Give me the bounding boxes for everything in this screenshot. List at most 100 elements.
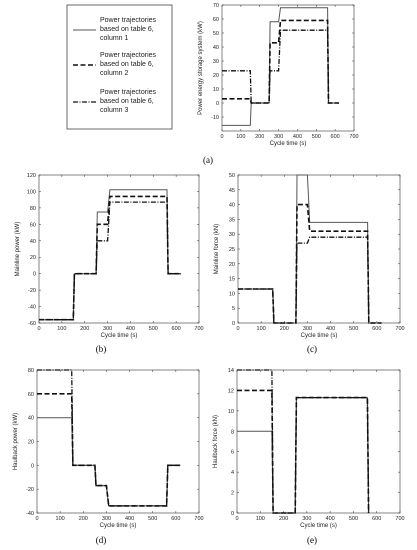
panel-e-xtick-label: 200 <box>279 516 288 522</box>
panel-b-ytick-label: 0 <box>33 272 36 278</box>
legend-entry-3-line-3: column 3 <box>100 107 129 114</box>
panel-c-xtick-label: 0 <box>236 326 239 332</box>
panel-e-plot-area <box>236 369 401 514</box>
panel-e-xtick-label: 500 <box>349 516 358 522</box>
panel-e-xtick-label: 300 <box>302 516 311 522</box>
panel-d-xlabel: Cycle time (s) <box>100 523 137 529</box>
panel-e-series-3-line <box>237 369 370 514</box>
panel-c-ytick-label: 35 <box>229 217 235 223</box>
panel-a-xtick-label: 400 <box>293 134 302 140</box>
panel-d-label: (d) <box>96 535 107 545</box>
panel-e-label: (e) <box>307 535 317 545</box>
legend-entry-1-line-2: based on table 6, <box>100 26 154 33</box>
panel-a-xtick-label: 300 <box>274 134 283 140</box>
panel-a-ytick-label: 60 <box>213 17 219 23</box>
panel-a-xtick-label: 500 <box>312 134 321 140</box>
panel-d-ytick-label: 60 <box>28 392 34 398</box>
panel-a-xlabel: Cycle time (s) <box>270 141 307 147</box>
panel-e-xtick-label: 0 <box>235 516 238 522</box>
panel-c-ytick-label: 25 <box>229 247 235 253</box>
panel-b-xtick-label: 500 <box>149 326 158 332</box>
panel-b-ylabel: Mainline power (kW) <box>15 222 21 277</box>
panel-d-xtick-label: 700 <box>194 516 203 522</box>
legend-entry-1-line-3: column 1 <box>100 35 129 42</box>
panel-d-ytick-label: -40 <box>26 511 34 517</box>
panel-e-ytick-label: 14 <box>228 368 234 374</box>
legend-entry-1-line-1: Power trajectories <box>100 17 157 24</box>
panel-c-series-3-line <box>238 236 382 324</box>
panel-a-xtick-label: 0 <box>220 134 223 140</box>
panel-e-ytick-label: 12 <box>228 388 234 394</box>
panel-c-ytick-label: 30 <box>229 232 235 238</box>
panel-c: 0 100 200 300 400 500 600 700 0 5 10 15 20 25 30 35 40 45… <box>214 173 405 354</box>
panel-e-ytick-label: 8 <box>231 429 234 435</box>
panel-b-ytick-label: 120 <box>27 173 36 179</box>
panel-c-ytick-label: 50 <box>229 173 235 179</box>
panel-a-xtick-label: 600 <box>331 134 340 140</box>
panel-a-xtick-label: 100 <box>236 134 245 140</box>
panel-e-xtick-label: 600 <box>372 516 381 522</box>
panel-b-series-3-line <box>39 201 181 321</box>
panel-c-ytick-label: 5 <box>232 306 235 312</box>
panel-c-ytick-label: 15 <box>229 277 235 283</box>
panel-a-ytick-label: 70 <box>213 3 219 9</box>
panel-d-xtick-label: 500 <box>148 516 157 522</box>
panel-d-ytick-label: 80 <box>28 368 34 374</box>
panel-a-ytick-label: 10 <box>213 87 219 93</box>
panel-c-xtick-label: 200 <box>280 326 289 332</box>
panel-b-ytick-label: 20 <box>30 255 36 261</box>
panel-d-xtick-label: 100 <box>56 516 65 522</box>
panel-c-xtick-label: 100 <box>257 326 266 332</box>
panel-a-xtick-label: 200 <box>255 134 264 140</box>
panel-c-xtick-label: 600 <box>372 326 381 332</box>
panel-a-plot-area <box>221 4 355 132</box>
panel-d-series-3-line <box>37 369 181 507</box>
panel-b-ytick-label: -40 <box>28 305 36 311</box>
panel-e-xtick-label: 100 <box>256 516 265 522</box>
panel-e-xlabel: Cycle time (s) <box>300 523 337 529</box>
panel-a-ylabel: Power energy storage system (kW) <box>198 21 204 115</box>
panel-d-xtick-label: 300 <box>102 516 111 522</box>
panel-d-ylabel: Haulback power (kW) <box>13 413 19 470</box>
panel-b-xtick-label: 100 <box>57 326 66 332</box>
panel-b-ytick-label: 80 <box>30 206 36 212</box>
panel-b-ytick-label: -60 <box>28 321 36 327</box>
panel-a-series-3-line <box>222 29 339 104</box>
legend-entry-2-line-2: based on table 6, <box>100 61 154 68</box>
panel-d-xtick-label: 400 <box>125 516 134 522</box>
panel-b-xtick-label: 600 <box>172 326 181 332</box>
panel-b-xtick-label: 0 <box>37 326 40 332</box>
panel-b-ytick-label: -20 <box>28 288 36 294</box>
panel-b-plot-area <box>38 174 200 324</box>
panel-b-xtick-label: 700 <box>194 326 203 332</box>
panel-b-xtick-label: 200 <box>80 326 89 332</box>
panel-d: 0 100 200 300 400 500 600 700 -40 -20 0 20 40 60 80 Cyc… <box>13 368 204 545</box>
panel-b-label: (b) <box>96 344 107 354</box>
panel-c-ytick-label: 20 <box>229 262 235 268</box>
panel-d-ytick-label: 20 <box>28 440 34 446</box>
panel-a-ytick-label: 40 <box>213 45 219 51</box>
panel-b-xtick-label: 300 <box>103 326 112 332</box>
panel-b-ytick-label: 40 <box>30 239 36 245</box>
panel-d-ytick-label: 0 <box>31 463 34 469</box>
panel-e-ytick-label: 2 <box>231 491 234 497</box>
panel-a-xtick-label: 700 <box>349 134 358 140</box>
panel-a-label: (a) <box>203 155 213 165</box>
panel-a-ytick-label: 30 <box>213 59 219 65</box>
panel-c-ytick-label: 40 <box>229 203 235 209</box>
panel-c-xtick-label: 400 <box>326 326 335 332</box>
panel-e-ytick-label: 10 <box>228 409 234 415</box>
panel-c-plot-area <box>237 174 401 324</box>
panel-b-ytick-label: 100 <box>27 189 36 195</box>
panel-a-ytick-label: -10 <box>211 115 219 121</box>
panel-e-xtick-label: 400 <box>326 516 335 522</box>
legend-entry-3-line-2: based on table 6, <box>100 98 154 105</box>
panel-a-ytick-label: 0 <box>216 101 219 107</box>
panel-e-ytick-label: 4 <box>231 470 234 476</box>
panel-a-ytick-label: 50 <box>213 31 219 37</box>
panel-d-xtick-label: 0 <box>35 516 38 522</box>
panel-e-ytick-label: 0 <box>231 511 234 517</box>
panel-b: 0 100 200 300 400 500 600 700 -60 -40 -20 0 20 40 60 80… <box>15 173 204 354</box>
panel-b-ytick-label: 60 <box>30 222 36 228</box>
